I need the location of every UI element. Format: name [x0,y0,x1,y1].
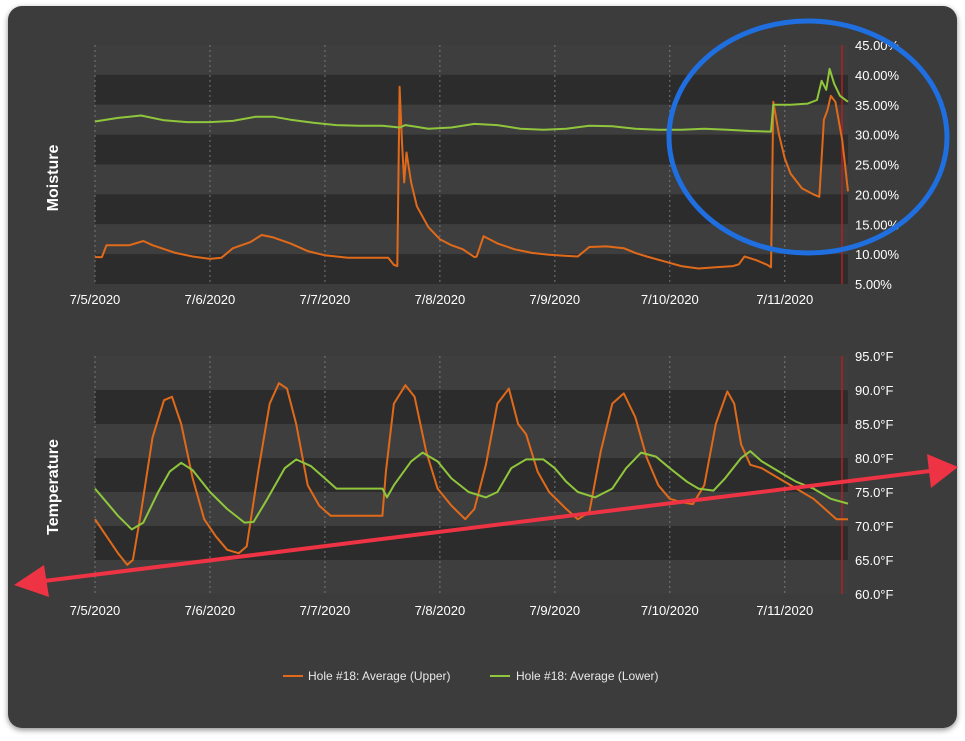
moisture-band [95,74,848,105]
moisture-band [95,164,848,195]
moisture-y-tick-label: 10.00% [855,247,900,262]
temperature-series-upper [94,382,848,566]
temperature-x-tick-label: 7/5/2020 [70,603,121,618]
legend-label-upper: Hole #18: Average (Upper) [308,669,451,683]
temperature-x-tick-label: 7/7/2020 [300,603,351,618]
moisture-band [95,194,848,225]
moisture-y-tick-label: 30.00% [855,128,900,143]
moisture-axis-label: Moisture [45,145,62,212]
legend-label-lower: Hole #18: Average (Lower) [516,669,659,683]
temperature-series-lower [94,450,849,531]
moisture-series-lower [94,67,849,133]
moisture-band [95,254,848,284]
temperature-y-tick-label: 85.0°F [855,417,894,432]
temperature-series [94,382,849,566]
moisture-series-upper [95,85,849,270]
temperature-plot-bands [95,356,848,594]
moisture-plot-bands [95,45,848,284]
moisture-band [95,45,848,75]
temperature-y-tick-label: 60.0°F [855,587,894,602]
annotation-arrow [14,454,958,597]
temperature-y-tick-label: 70.0°F [855,519,894,534]
temperature-y-tick-label: 95.0°F [855,349,894,364]
annotation-arrow-head-left [14,565,49,597]
temperature-x-tick-label: 7/6/2020 [185,603,236,618]
temperature-x-tick-label: 7/10/2020 [641,603,699,618]
moisture-series [94,67,849,270]
moisture-x-tick-label: 7/6/2020 [185,292,236,307]
temperature-y-tick-label: 75.0°F [855,485,894,500]
moisture-y-tick-label: 35.00% [855,98,900,113]
temperature-y-tick-label: 90.0°F [855,383,894,398]
temperature-band [95,526,848,560]
temperature-axis-label: Temperature [45,439,62,535]
moisture-y-tick-label: 25.00% [855,158,900,173]
temperature-x-tick-label: 7/9/2020 [530,603,581,618]
temperature-grid [94,356,843,594]
moisture-x-tick-label: 7/7/2020 [300,292,351,307]
legend: Hole #18: Average (Upper) Hole #18: Aver… [283,669,659,683]
moisture-y-tick-label: 40.00% [855,68,900,83]
moisture-x-tick-label: 7/10/2020 [641,292,699,307]
annotation-arrow-shaft [35,468,939,584]
annotation-arrow-head-right [927,454,958,488]
moisture-x-tick-label: 7/9/2020 [530,292,581,307]
moisture-grid [94,45,843,284]
temperature-y-tick-label: 65.0°F [855,553,894,568]
moisture-x-tick-label: 7/8/2020 [415,292,466,307]
moisture-x-tick-label: 7/5/2020 [70,292,121,307]
temperature-x-tick-label: 7/8/2020 [415,603,466,618]
moisture-band [95,134,848,165]
moisture-y-tick-label: 5.00% [855,277,892,292]
moisture-y-tick-label: 15.00% [855,217,900,232]
moisture-x-tick-label: 7/11/2020 [756,292,813,307]
temperature-band [95,356,848,390]
temperature-band [95,424,848,458]
temperature-ticks: 7/5/2020 7/6/2020 7/7/2020 7/8/2020 7/9/2020… [70,349,894,618]
temperature-band [95,560,848,594]
annotation-circle [666,18,950,256]
moisture-band [95,224,848,255]
temperature-band [95,458,848,492]
temperature-y-tick-label: 80.0°F [855,451,894,466]
moisture-y-tick-label: 20.00% [855,187,900,202]
temperature-x-tick-label: 7/11/2020 [756,603,813,618]
